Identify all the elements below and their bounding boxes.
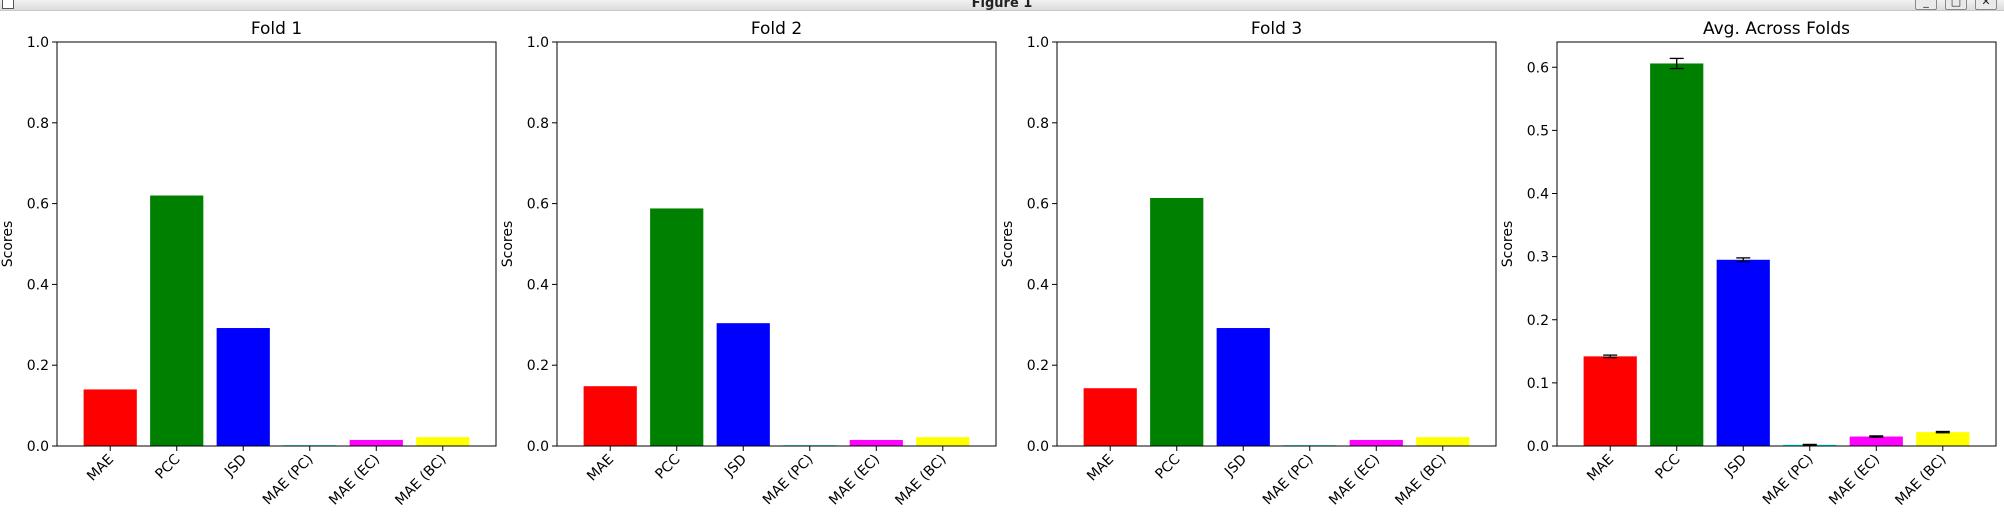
bar-mae-ec bbox=[1349, 439, 1403, 446]
bar-mae-bc bbox=[1416, 437, 1470, 446]
axes-frame bbox=[1056, 41, 1497, 447]
x-tick-label: MAE (BC) bbox=[1892, 452, 1949, 509]
x-tick-label: PCC bbox=[652, 451, 683, 482]
bar-mae-bc bbox=[416, 437, 470, 446]
x-tick-label: MAE (EC) bbox=[1826, 452, 1883, 509]
x-tick-label: PCC bbox=[1652, 451, 1683, 482]
subplot-title: Avg. Across Folds bbox=[1703, 19, 1850, 39]
y-tick-label: 0.6 bbox=[27, 197, 49, 213]
x-tick-label: PCC bbox=[1152, 451, 1183, 482]
y-tick-label: 0.2 bbox=[1027, 358, 1049, 374]
y-tick-label: 1.0 bbox=[27, 35, 49, 51]
bar-mae-ec bbox=[349, 439, 403, 446]
y-axis-label: Scores bbox=[1500, 221, 1516, 268]
bar-mae-ec bbox=[849, 439, 903, 446]
axes-frame bbox=[56, 41, 497, 447]
bar-mae bbox=[1583, 356, 1637, 446]
x-tick-label: JSD bbox=[721, 452, 750, 481]
y-tick-label: 0.4 bbox=[1527, 187, 1549, 203]
x-tick-label: JSD bbox=[1221, 452, 1250, 481]
subplot-fold-2: Fold 2 Scores 0.0 0.2 0.4 0.6 0.8 1.0 MAE PCC JSD M… bbox=[500, 19, 997, 509]
subplot-title: Fold 2 bbox=[751, 19, 802, 39]
bar-mae bbox=[1083, 388, 1137, 446]
x-tick-label: MAE (EC) bbox=[826, 452, 883, 509]
y-tick-label: 0.8 bbox=[527, 116, 549, 132]
y-tick-label: 0.8 bbox=[27, 116, 49, 132]
bar-jsd bbox=[716, 323, 770, 446]
x-tick-label: MAE (PC) bbox=[760, 452, 817, 509]
bar-mae-ec bbox=[1849, 436, 1903, 446]
window-title: Figure 1 bbox=[971, 0, 1033, 11]
y-tick-label: 0.4 bbox=[27, 277, 49, 293]
y-axis-label: Scores bbox=[1000, 221, 1016, 268]
y-tick-label: 0.6 bbox=[1527, 60, 1549, 76]
x-tick-label: PCC bbox=[152, 451, 183, 482]
x-tick-label: MAE bbox=[84, 452, 117, 485]
x-tick-label: MAE (BC) bbox=[1392, 452, 1449, 509]
subplot-fold-1: Fold 1 Scores 0.0 0.2 0.4 0.6 0.8 1.0 MAE PCC JSD M… bbox=[0, 19, 497, 509]
axes-frame bbox=[556, 41, 997, 447]
bar-pcc bbox=[1150, 197, 1204, 446]
x-tick-label: MAE (PC) bbox=[1260, 452, 1317, 509]
axes-frame bbox=[1556, 41, 1997, 447]
x-tick-label: MAE (PC) bbox=[1760, 452, 1817, 509]
y-tick-label: 0.5 bbox=[1527, 123, 1549, 139]
y-tick-label: 0.2 bbox=[527, 358, 549, 374]
bar-mae bbox=[583, 386, 637, 446]
y-tick-label: 0.1 bbox=[1527, 376, 1549, 392]
subplot-title: Fold 1 bbox=[251, 19, 302, 39]
x-tick-label: MAE (BC) bbox=[892, 452, 949, 509]
x-tick-label: MAE (BC) bbox=[392, 452, 449, 509]
bar-pcc bbox=[650, 208, 704, 446]
x-tick-label: MAE bbox=[1584, 452, 1617, 485]
subplot-fold-3: Fold 3 Scores 0.0 0.2 0.4 0.6 0.8 1.0 MAE PCC JSD M… bbox=[1000, 19, 1497, 509]
bar-mae-bc bbox=[916, 437, 970, 446]
y-axis-label: Scores bbox=[0, 221, 16, 268]
x-tick-label: MAE bbox=[1084, 452, 1117, 485]
x-tick-label: JSD bbox=[221, 452, 250, 481]
y-tick-label: 0.4 bbox=[1027, 277, 1049, 293]
close-button[interactable]: ✕ bbox=[1975, 0, 1997, 10]
x-tick-label: MAE bbox=[584, 452, 617, 485]
bar-pcc bbox=[150, 195, 204, 446]
y-axis-label: Scores bbox=[500, 221, 516, 268]
y-tick-label: 0.3 bbox=[1527, 250, 1549, 266]
bar-pcc bbox=[1650, 63, 1704, 447]
subplot-title: Fold 3 bbox=[1251, 19, 1302, 39]
x-tick-label: MAE (EC) bbox=[1326, 452, 1383, 509]
bar-jsd bbox=[216, 328, 270, 446]
y-tick-label: 1.0 bbox=[527, 35, 549, 51]
y-tick-label: 0.0 bbox=[527, 439, 549, 455]
y-tick-label: 0.0 bbox=[1527, 439, 1549, 455]
y-tick-label: 0.4 bbox=[527, 277, 549, 293]
minimize-button[interactable]: _ bbox=[1915, 0, 1937, 10]
maximize-button[interactable]: □ bbox=[1945, 0, 1967, 10]
window-titlebar: Figure 1 _ □ ✕ bbox=[0, 0, 2004, 11]
x-tick-label: MAE (PC) bbox=[260, 452, 317, 509]
subplot-avg-across-folds: Avg. Across Folds Scores 0.0 0.1 0.2 0.3 0.4 0.… bbox=[1500, 19, 1997, 509]
y-tick-label: 1.0 bbox=[1027, 35, 1049, 51]
bar-jsd bbox=[1216, 328, 1270, 446]
x-tick-label: JSD bbox=[1721, 452, 1750, 481]
bar-mae bbox=[83, 389, 137, 446]
y-tick-label: 0.2 bbox=[27, 358, 49, 374]
y-tick-label: 0.8 bbox=[1027, 116, 1049, 132]
y-tick-label: 0.0 bbox=[1027, 439, 1049, 455]
y-tick-label: 0.2 bbox=[1527, 313, 1549, 329]
bar-mae-bc bbox=[1916, 432, 1970, 446]
x-tick-label: MAE (EC) bbox=[326, 452, 383, 509]
y-tick-label: 0.6 bbox=[1027, 197, 1049, 213]
app-icon bbox=[2, 0, 14, 9]
bar-jsd bbox=[1716, 259, 1770, 446]
y-tick-label: 0.6 bbox=[527, 197, 549, 213]
y-tick-label: 0.0 bbox=[27, 439, 49, 455]
